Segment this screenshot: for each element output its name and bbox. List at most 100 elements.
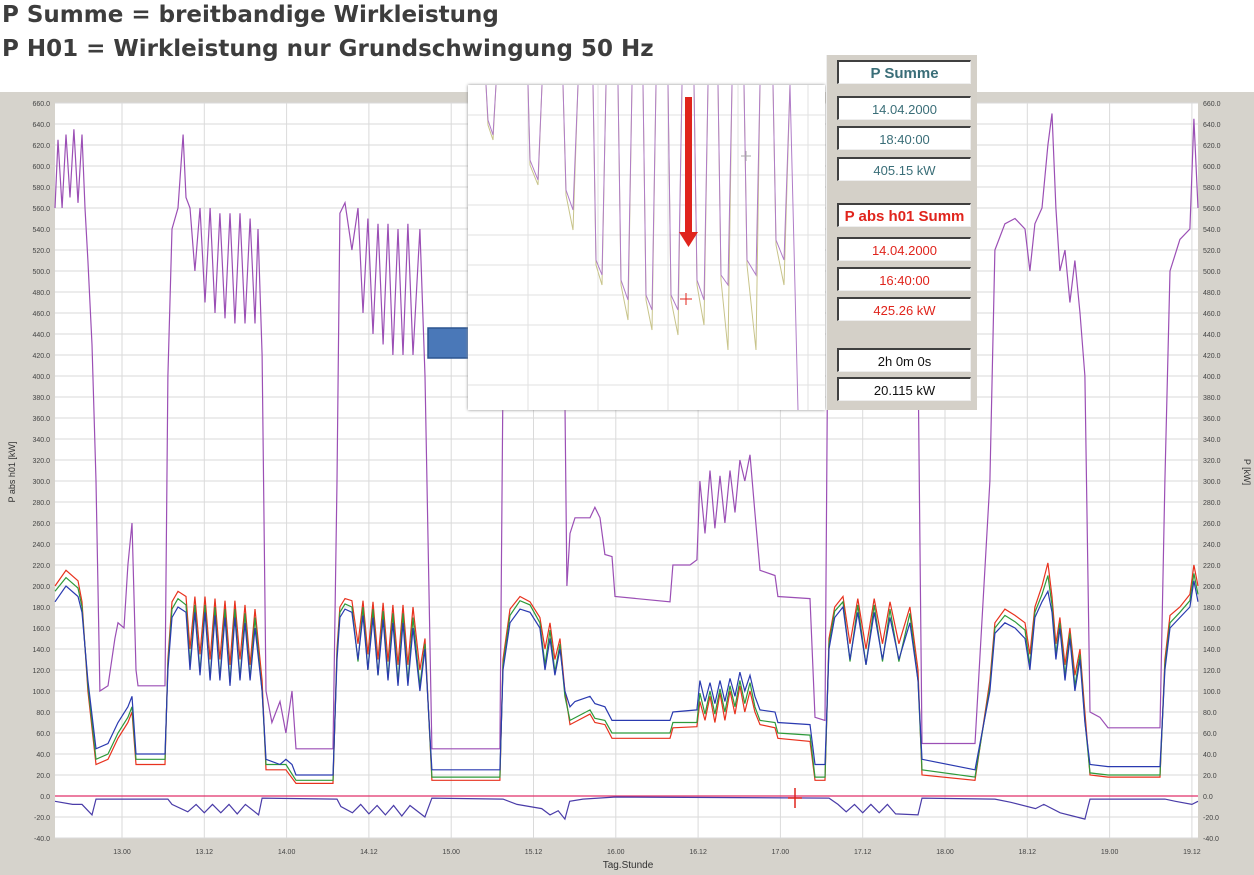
zoom-cursor-marker — [680, 293, 692, 305]
y-tick-label-left: 240.0 — [32, 542, 50, 549]
y-tick-label-right: 400.0 — [1203, 374, 1221, 381]
cursor1-value: 405.15 kW — [837, 157, 971, 181]
y-tick-label-right: 640.0 — [1203, 122, 1221, 129]
y-tick-label-left: 300.0 — [32, 479, 50, 486]
red-arrow-icon — [679, 97, 698, 247]
series-lines — [54, 113, 1199, 821]
y-tick-label-right: 380.0 — [1203, 395, 1221, 402]
y-tick-label-left: 340.0 — [32, 437, 50, 444]
x-tick-labels: 13.00 13.12 14.00 14.12 15.00 15.12 16.00 16.12… — [113, 849, 1201, 856]
x-tick-label: 15.00 — [442, 849, 460, 856]
cursor2-title: P abs h01 Summ — [837, 203, 971, 227]
y-tick-label-left: 520.0 — [32, 248, 50, 255]
y-tick-label-left: 200.0 — [32, 584, 50, 591]
y-tick-label-left: 0.0 — [40, 794, 50, 801]
y-tick-label-left: 260.0 — [32, 521, 50, 528]
delta-value: 20.115 kW — [837, 377, 971, 401]
y-tick-label-right: 360.0 — [1203, 416, 1221, 423]
y-tick-label-right: 540.0 — [1203, 227, 1221, 234]
y-tick-label-left: -20.0 — [34, 815, 50, 822]
y-tick-label-right: 300.0 — [1203, 479, 1221, 486]
y-tick-label-left: 600.0 — [32, 164, 50, 171]
cursor2-value: 425.26 kW — [837, 297, 971, 321]
y-tick-label-right: 560.0 — [1203, 206, 1221, 213]
y-tick-label-left: 420.0 — [32, 353, 50, 360]
x-tick-label: 17.12 — [854, 849, 872, 856]
y-tick-label-right: 100.0 — [1203, 689, 1221, 696]
y-tick-label-right: 160.0 — [1203, 626, 1221, 633]
y-tick-label-right: 180.0 — [1203, 605, 1221, 612]
y-tick-label-left: 400.0 — [32, 374, 50, 381]
series-line — [54, 796, 1199, 821]
y-tick-label-right: 280.0 — [1203, 500, 1221, 507]
cursor1-title: P Summe — [837, 60, 971, 84]
x-tick-label: 17.00 — [772, 849, 790, 856]
cursor2-time: 16:40:00 — [837, 267, 971, 291]
y-axis-right-label: P [kW] — [1242, 459, 1252, 485]
y-tick-label-left: 660.0 — [32, 101, 50, 108]
y-tick-label-right: 220.0 — [1203, 563, 1221, 570]
y-tick-label-left: 560.0 — [32, 206, 50, 213]
y-tick-label-left: 580.0 — [32, 185, 50, 192]
y-tick-label-left: 360.0 — [32, 416, 50, 423]
x-tick-label: 16.12 — [689, 849, 707, 856]
y-tick-label-left: 320.0 — [32, 458, 50, 465]
x-tick-label: 13.12 — [196, 849, 214, 856]
y-tick-label-left: 220.0 — [32, 563, 50, 570]
y-tick-label-right: 140.0 — [1203, 647, 1221, 654]
y-tick-label-right: 20.0 — [1203, 773, 1217, 780]
y-tick-label-right: -40.0 — [1203, 836, 1219, 843]
cursor-panel: P Summe 14.04.2000 18:40:00 405.15 kW P … — [826, 55, 977, 410]
delta-time: 2h 0m 0s — [837, 348, 971, 372]
y-tick-label-right: 420.0 — [1203, 353, 1221, 360]
y-tick-label-right: 440.0 — [1203, 332, 1221, 339]
y-tick-label-right: 40.0 — [1203, 752, 1217, 759]
y-tick-label-right: 80.0 — [1203, 710, 1217, 717]
y-tick-label-right: 660.0 — [1203, 101, 1221, 108]
y-tick-label-right: 340.0 — [1203, 437, 1221, 444]
y-tick-label-right: 520.0 — [1203, 248, 1221, 255]
x-tick-label: 18.12 — [1019, 849, 1037, 856]
x-tick-label: 19.00 — [1101, 849, 1119, 856]
y-tick-label-left: 20.0 — [36, 773, 50, 780]
x-tick-label: 18.00 — [936, 849, 954, 856]
y-tick-label-right: 120.0 — [1203, 668, 1221, 675]
y-tick-label-left: 120.0 — [32, 668, 50, 675]
y-tick-label-left: 160.0 — [32, 626, 50, 633]
y-tick-label-right: 200.0 — [1203, 584, 1221, 591]
header-line-2: P H01 = Wirkleistung nur Grundschwingung… — [2, 36, 654, 62]
zoom-cursor-marker-2 — [741, 151, 751, 161]
y-tick-label-right: 260.0 — [1203, 521, 1221, 528]
y-tick-label-right: 500.0 — [1203, 269, 1221, 276]
y-tick-label-left: 100.0 — [32, 689, 50, 696]
y-tick-label-right: 600.0 — [1203, 164, 1221, 171]
y-tick-label-left: 140.0 — [32, 647, 50, 654]
red-cursor-marker[interactable] — [788, 788, 802, 808]
y-tick-label-left: 40.0 — [36, 752, 50, 759]
series-line — [54, 562, 1199, 784]
x-tick-label: 13.00 — [113, 849, 131, 856]
x-tick-label: 14.12 — [360, 849, 378, 856]
y-tick-label-left: 480.0 — [32, 290, 50, 297]
x-tick-label: 15.12 — [525, 849, 543, 856]
y-tick-label-right: 580.0 — [1203, 185, 1221, 192]
cursor1-time: 18:40:00 — [837, 126, 971, 150]
y-tick-label-right: 240.0 — [1203, 542, 1221, 549]
zoom-inset — [468, 84, 825, 411]
y-axis-left-label: P abs h01 [kW] — [7, 442, 17, 503]
y-tick-label-left: 500.0 — [32, 269, 50, 276]
x-tick-label: 19.12 — [1183, 849, 1201, 856]
y-tick-label-left: 280.0 — [32, 500, 50, 507]
y-tick-label-left: 80.0 — [36, 710, 50, 717]
cursor2-date: 14.04.2000 — [837, 237, 971, 261]
y-tick-label-left: 540.0 — [32, 227, 50, 234]
y-tick-labels: 660.0 660.0 640.0 640.0 620.0 620.0 600.0 600.0… — [32, 101, 1220, 843]
y-tick-label-left: 460.0 — [32, 311, 50, 318]
y-tick-label-left: 60.0 — [36, 731, 50, 738]
y-tick-label-right: 620.0 — [1203, 143, 1221, 150]
y-tick-label-left: 620.0 — [32, 143, 50, 150]
y-tick-label-right: -20.0 — [1203, 815, 1219, 822]
x-axis-label: Tag.Stunde — [603, 860, 654, 871]
y-tick-label-right: 480.0 — [1203, 290, 1221, 297]
y-tick-label-left: 380.0 — [32, 395, 50, 402]
